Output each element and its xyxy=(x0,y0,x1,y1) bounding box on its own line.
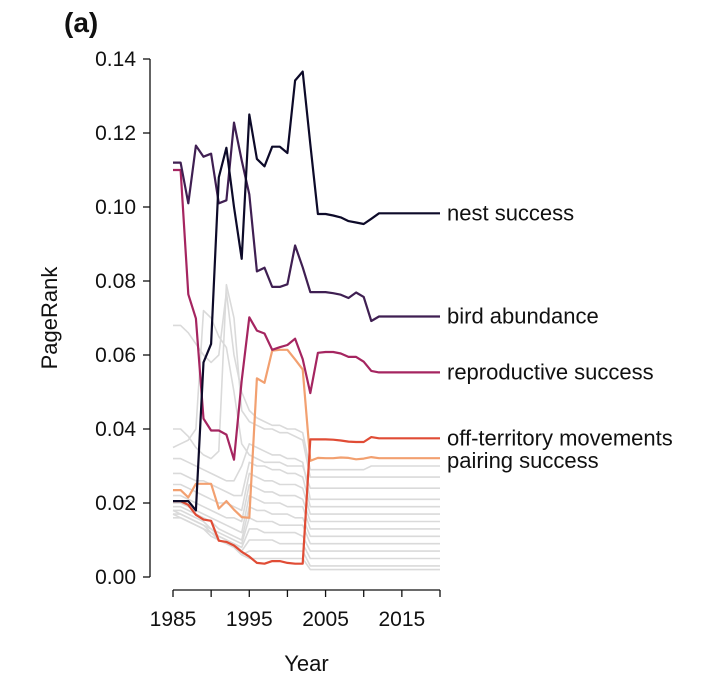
series-label-nest-success: nest success xyxy=(447,200,574,225)
x-tick-label: 1995 xyxy=(226,608,273,631)
background-series-line xyxy=(172,509,440,552)
background-series-line xyxy=(173,472,440,515)
background-series-line xyxy=(172,513,440,567)
background-series-line xyxy=(172,309,440,489)
x-tick-label: 1985 xyxy=(150,608,197,631)
x-axis-title: Year xyxy=(284,651,328,676)
series-line-pairing-success xyxy=(173,348,440,519)
y-tick-label: 0.02 xyxy=(95,492,136,515)
y-tick-label: 0.00 xyxy=(95,566,136,589)
y-tick-label: 0.08 xyxy=(95,270,136,293)
background-series-line xyxy=(173,509,440,545)
series-label-bird-abundance: bird abundance xyxy=(447,304,599,329)
background-series-line xyxy=(173,494,440,534)
background-series-group xyxy=(172,283,440,571)
x-tick-label: 2005 xyxy=(302,608,349,631)
series-label-reproductive-success: reproductive success xyxy=(447,359,654,384)
series-label-off-territory-movements: off-territory movements xyxy=(447,425,673,450)
y-axis-title: PageRank xyxy=(37,266,62,370)
background-series-line xyxy=(173,483,440,523)
y-axis: 0.00 0.02 0.04 0.06 0.08 0.10 0.12 0.14 xyxy=(95,48,151,589)
background-series-line xyxy=(173,461,440,508)
series-labels: nest success bird abundance reproductive s… xyxy=(447,200,673,473)
series-line-reproductive-success xyxy=(173,168,440,461)
series-line-bird-abundance xyxy=(173,121,440,323)
series-line-nest-success xyxy=(173,70,440,512)
y-tick-label: 0.14 xyxy=(95,48,136,71)
x-tick-label: 2015 xyxy=(378,608,425,631)
background-series-line xyxy=(173,443,440,501)
background-series-line xyxy=(173,513,440,560)
y-tick-label: 0.10 xyxy=(95,196,136,219)
background-series-line xyxy=(173,517,440,571)
series-line-off-territory-movements xyxy=(173,436,440,565)
background-series-line xyxy=(173,291,440,471)
y-tick-label: 0.04 xyxy=(95,418,136,441)
background-series-line xyxy=(173,283,440,478)
panel-label: (a) xyxy=(64,7,98,38)
x-axis: 1985 1995 2005 2015 xyxy=(150,589,441,631)
y-tick-label: 0.12 xyxy=(95,122,136,145)
highlighted-series-group xyxy=(173,70,440,565)
series-label-pairing-success: pairing success xyxy=(447,448,599,473)
y-tick-label: 0.06 xyxy=(95,344,136,367)
